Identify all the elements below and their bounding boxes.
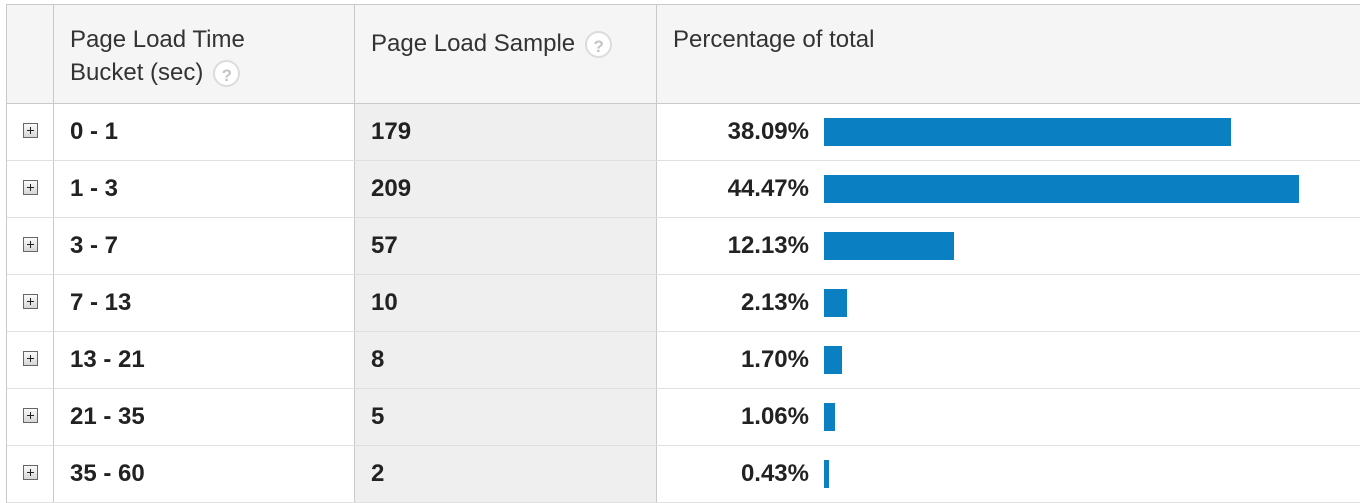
table-header-row: Page Load Time Bucket (sec)? Page Load S… [7,5,1360,104]
percentage-cell: 0.43% [657,446,1360,502]
percentage-bar [824,403,836,431]
percentage-bar [824,289,847,317]
expand-plus-icon[interactable] [22,350,38,366]
percentage-cell: 1.70% [657,332,1360,388]
expand-plus-icon[interactable] [22,122,38,138]
sample-column-header[interactable]: Page Load Sample? [355,5,657,103]
percentage-bar-track [824,175,1360,203]
sample-value: 8 [371,346,385,373]
bucket-cell: 13 - 21 [54,332,355,388]
percentage-bar [824,346,843,374]
percentage-cell: 1.06% [657,389,1360,445]
percentage-bar [824,175,1299,203]
expand-cell [7,275,54,331]
percentage-value: 2.13% [740,289,809,316]
bucket-cell: 21 - 35 [54,389,355,445]
percentage-bar-track [824,289,1360,317]
sample-cell: 5 [355,389,657,445]
bucket-cell: 1 - 3 [54,161,355,217]
percentage-bar-track [824,232,1360,260]
sample-value: 5 [371,403,385,430]
sample-value: 2 [371,460,385,487]
percentage-cell: 44.47% [657,161,1360,217]
sample-cell: 2 [355,446,657,502]
bucket-value: 7 - 13 [70,289,132,316]
bucket-cell: 3 - 7 [54,218,355,274]
percentage-bar [824,460,829,488]
table-row: 0 - 1 179 38.09% [7,104,1360,161]
table-row: 13 - 21 8 1.70% [7,332,1360,389]
expand-plus-icon[interactable] [22,407,38,423]
percentage-value: 1.06% [740,403,809,430]
bucket-value: 13 - 21 [70,346,145,373]
percentage-cell: 2.13% [657,275,1360,331]
percentage-header-label: Percentage of total [673,26,875,53]
table-row: 3 - 7 57 12.13% [7,218,1360,275]
bucket-header-label: Page Load Time Bucket (sec) [70,26,245,86]
expand-cell [7,104,54,160]
sample-cell: 179 [355,104,657,160]
expand-cell [7,218,54,274]
sample-header-label: Page Load Sample [371,30,576,57]
percentage-value: 44.47% [727,175,809,202]
bucket-column-header[interactable]: Page Load Time Bucket (sec)? [54,5,355,103]
percentage-bar-track [824,403,1360,431]
sample-value: 179 [371,118,412,145]
sample-cell: 10 [355,275,657,331]
percentage-bar [824,118,1231,146]
bucket-value: 0 - 1 [70,118,119,145]
percentage-bar-track [824,460,1360,488]
bucket-value: 1 - 3 [70,175,119,202]
sample-cell: 57 [355,218,657,274]
expand-plus-icon[interactable] [22,293,38,309]
expand-plus-icon[interactable] [22,464,38,480]
table-row: 1 - 3 209 44.47% [7,161,1360,218]
percentage-value: 0.43% [740,460,809,487]
bucket-value: 35 - 60 [70,460,145,487]
percentage-value: 38.09% [727,118,809,145]
page-load-table: Page Load Time Bucket (sec)? Page Load S… [6,4,1360,503]
percentage-column-header[interactable]: Percentage of total [657,5,1360,103]
bucket-value: 21 - 35 [70,403,145,430]
expand-cell [7,161,54,217]
sample-value: 209 [371,175,412,202]
percentage-cell: 38.09% [657,104,1360,160]
expand-cell [7,389,54,445]
table-row: 21 - 35 5 1.06% [7,389,1360,446]
table-row: 7 - 13 10 2.13% [7,275,1360,332]
percentage-value: 1.70% [740,346,809,373]
expand-cell [7,332,54,388]
sample-value: 57 [371,232,398,259]
help-icon[interactable]: ? [213,60,241,88]
percentage-value: 12.13% [727,232,809,259]
expand-cell [7,446,54,502]
percentage-bar-track [824,346,1360,374]
sample-value: 10 [371,289,398,316]
bucket-cell: 0 - 1 [54,104,355,160]
help-icon[interactable]: ? [585,31,613,59]
bucket-cell: 35 - 60 [54,446,355,502]
percentage-cell: 12.13% [657,218,1360,274]
bucket-cell: 7 - 13 [54,275,355,331]
expand-column-header [7,5,54,103]
sample-cell: 8 [355,332,657,388]
bucket-value: 3 - 7 [70,232,119,259]
table-row: 35 - 60 2 0.43% [7,446,1360,503]
percentage-bar-track [824,118,1360,146]
expand-plus-icon[interactable] [22,179,38,195]
percentage-bar [824,232,954,260]
expand-plus-icon[interactable] [22,236,38,252]
sample-cell: 209 [355,161,657,217]
